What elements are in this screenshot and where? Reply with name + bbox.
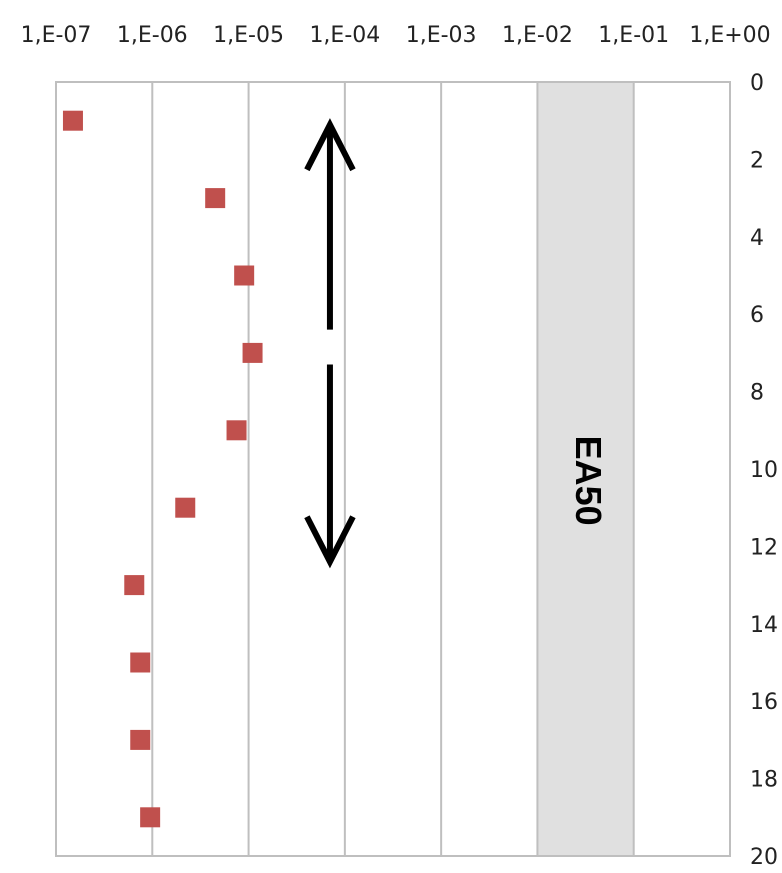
data-points-layer [62,110,263,828]
data-point [242,342,263,363]
data-point [226,420,247,441]
y-tick-label: 2 [750,148,764,173]
shaded-band-layer: EA50 [537,82,634,856]
data-point [234,265,255,286]
x-tick-label: 1,E-06 [117,23,188,48]
y-tick-label: 6 [750,303,764,328]
arrow-head-down [304,515,356,569]
y-tick-label: 16 [750,690,778,715]
y-tick-label: 14 [750,613,778,638]
data-point [62,110,83,131]
data-point [140,807,161,828]
data-point [124,575,145,596]
y-tick-label: 10 [750,458,778,483]
y-tick-labels: 0 2 4 6 8 10 12 14 16 18 20 [750,71,778,870]
data-point [175,497,196,518]
x-tick-label: 1,E-04 [309,23,380,48]
data-point [205,188,226,209]
x-tick-labels: 1,E-07 1,E-06 1,E-05 1,E-04 1,E-03 1,E-02 1,E-… [21,23,771,48]
y-tick-label: 8 [750,381,764,406]
annotation-arrow-layer [304,118,356,569]
gridline-layer [151,82,635,856]
arrow-head-up [304,118,356,172]
y-tick-label: 18 [750,768,778,793]
data-point [130,652,151,673]
x-tick-label: 1,E-03 [406,23,477,48]
y-tick-label: 0 [750,71,764,96]
x-tick-label: 1,E+00 [689,23,770,48]
y-tick-label: 12 [750,535,778,560]
x-tick-label: 1,E-02 [502,23,573,48]
shaded-band [537,82,634,856]
x-tick-label: 1,E-07 [21,23,92,48]
y-tick-label: 4 [750,226,764,251]
plot-area-border [55,81,731,857]
data-point [130,729,151,750]
x-tick-label: 1,E-01 [598,23,669,48]
band-label: EA50 [568,436,609,526]
x-tick-label: 1,E-05 [213,23,284,48]
y-tick-label: 20 [750,845,778,870]
